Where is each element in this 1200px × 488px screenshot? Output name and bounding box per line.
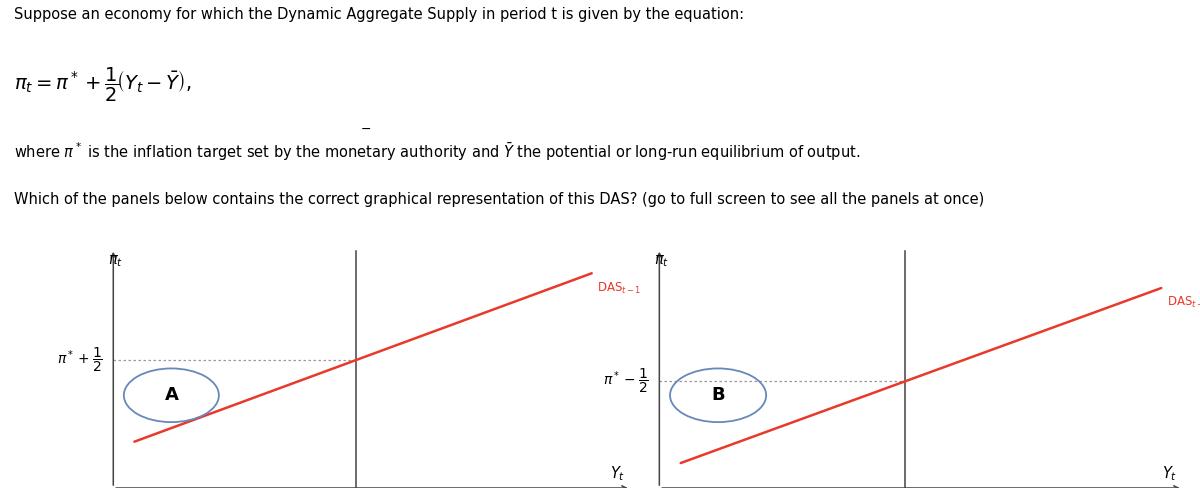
Text: $\pi_t = \pi^* + \dfrac{1}{2}\!\left(Y_t - \bar{Y}\right),$: $\pi_t = \pi^* + \dfrac{1}{2}\!\left(Y_t… [14,65,192,103]
Text: Suppose an economy for which the Dynamic Aggregate Supply in period t is given b: Suppose an economy for which the Dynamic… [14,7,744,22]
Text: $\pi^* - \dfrac{1}{2}$: $\pi^* - \dfrac{1}{2}$ [602,367,649,395]
Text: $\pi^* + \dfrac{1}{2}$: $\pi^* + \dfrac{1}{2}$ [56,346,103,374]
Text: A: A [164,386,179,404]
Text: $\pi_t$: $\pi_t$ [654,254,670,269]
Text: $Y_t$: $Y_t$ [610,465,625,483]
Text: $Y_t$: $Y_t$ [1162,465,1177,483]
Text: $-$: $-$ [360,122,371,135]
Text: DAS$_{t-1}$: DAS$_{t-1}$ [596,281,642,296]
Text: Which of the panels below contains the correct graphical representation of this : Which of the panels below contains the c… [14,192,985,207]
Text: $\pi_t$: $\pi_t$ [108,254,124,269]
Text: where $\pi^*$ is the inflation target set by the monetary authority and $\bar{Y}: where $\pi^*$ is the inflation target se… [14,141,860,163]
Text: DAS$_{t-1}$: DAS$_{t-1}$ [1166,295,1200,310]
Text: B: B [712,386,725,404]
